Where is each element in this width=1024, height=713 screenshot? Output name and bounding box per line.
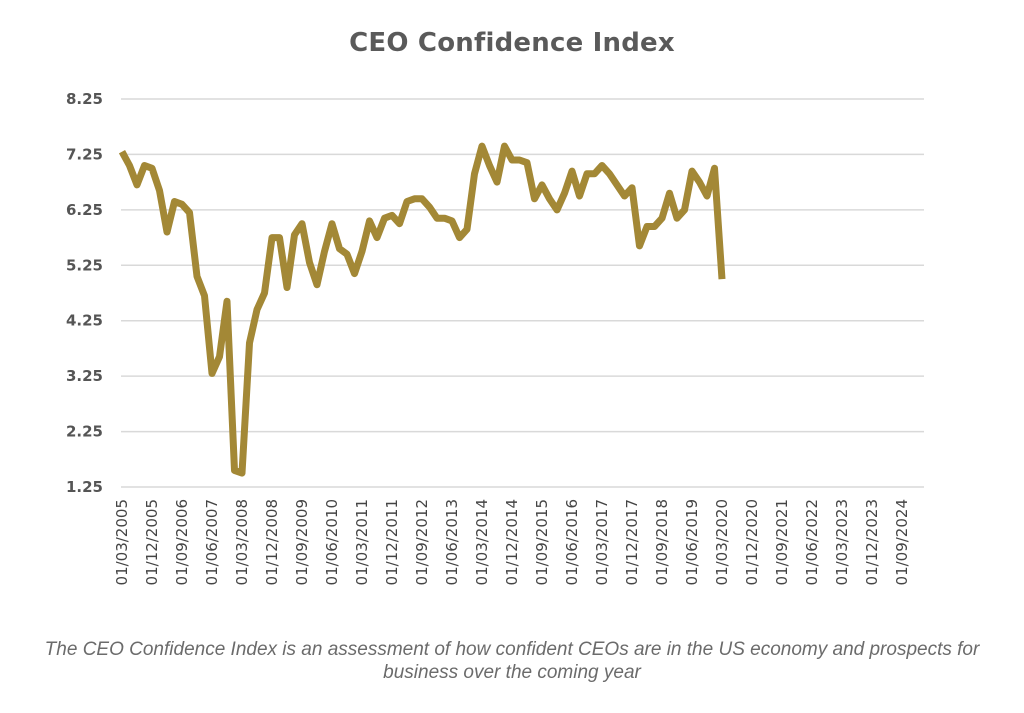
y-tick-label: 8.25	[66, 90, 103, 108]
x-tick-label: 01/06/2010	[323, 499, 341, 585]
x-tick-label: 01/09/2012	[413, 499, 431, 585]
x-tick-label: 01/09/2006	[173, 499, 191, 585]
y-tick-label: 5.25	[66, 256, 103, 274]
x-tick-label: 01/06/2016	[563, 499, 581, 585]
y-tick-label: 1.25	[66, 478, 103, 496]
chart-caption: The CEO Confidence Index is an assessmen…	[44, 639, 980, 683]
y-tick-label: 2.25	[66, 423, 103, 441]
x-tick-label: 01/12/2005	[143, 499, 161, 585]
x-tick-label: 01/12/2020	[743, 499, 761, 585]
x-tick-label: 01/06/2013	[443, 499, 461, 585]
chart-title: CEO Confidence Index	[349, 28, 675, 58]
x-tick-label: 01/12/2014	[503, 499, 521, 585]
x-tick-label: 01/03/2014	[473, 499, 491, 585]
x-tick-label: 01/12/2023	[863, 499, 881, 585]
x-tick-label: 01/12/2011	[383, 499, 401, 585]
y-tick-label: 6.25	[66, 201, 103, 219]
x-tick-label: 01/03/2017	[593, 499, 611, 585]
y-tick-labels: 1.25 2.25 3.25 4.25 5.25 6.25 7.25 8.25	[66, 90, 103, 496]
y-tick-label: 3.25	[66, 367, 103, 385]
series-line	[118, 142, 726, 477]
x-tick-label: 01/03/2011	[353, 499, 371, 585]
x-tick-label: 01/09/2021	[773, 499, 791, 585]
x-tick-label: 01/03/2023	[833, 499, 851, 585]
y-tick-label: 7.25	[66, 145, 103, 163]
x-tick-label: 01/09/2009	[293, 499, 311, 585]
line-chart: 1.25 2.25 3.25 4.25 5.25 6.25 7.25 8.25 01/03/2…	[66, 90, 924, 585]
x-tick-label: 01/06/2022	[803, 499, 821, 585]
x-tick-label: 01/12/2017	[623, 499, 641, 585]
x-tick-label: 01/03/2005	[113, 499, 131, 585]
x-tick-label: 01/12/2008	[263, 499, 281, 585]
x-tick-label: 01/06/2007	[203, 499, 221, 585]
x-tick-label: 01/09/2018	[653, 499, 671, 585]
x-tick-label: 01/06/2019	[683, 499, 701, 585]
x-tick-label: 01/03/2008	[233, 499, 251, 585]
x-tick-label: 01/09/2024	[893, 499, 911, 585]
x-tick-label: 01/03/2020	[713, 499, 731, 585]
y-tick-label: 4.25	[66, 312, 103, 330]
x-tick-labels: 01/03/2005 01/12/2005 01/09/2006 01/06/2007…	[113, 499, 911, 585]
series-lines	[118, 142, 726, 477]
x-tick-label: 01/09/2015	[533, 499, 551, 585]
